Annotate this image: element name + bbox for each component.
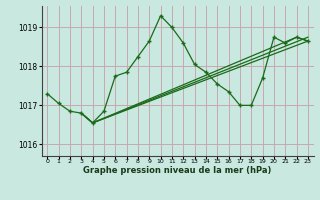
X-axis label: Graphe pression niveau de la mer (hPa): Graphe pression niveau de la mer (hPa) <box>84 166 272 175</box>
